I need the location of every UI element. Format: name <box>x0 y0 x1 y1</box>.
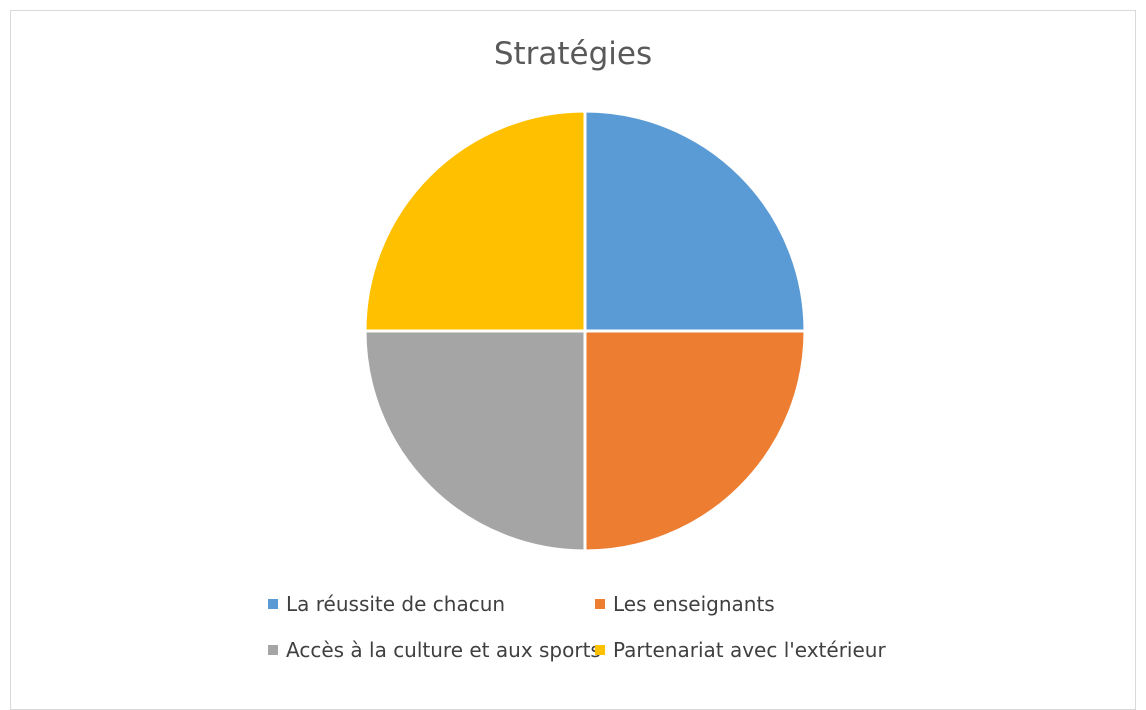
legend-swatch-icon <box>595 599 605 609</box>
legend-label: Partenariat avec l'extérieur <box>613 638 886 662</box>
pie-chart <box>363 109 807 553</box>
legend-item-la-reussite-de-chacun: La réussite de chacun <box>268 592 505 616</box>
legend-item-partenariat-exterieur: Partenariat avec l'extérieur <box>595 638 886 662</box>
legend-label: Accès à la culture et aux sports <box>286 638 601 662</box>
legend-swatch-icon <box>595 645 605 655</box>
pie-slice-2 <box>363 329 587 553</box>
legend-label: La réussite de chacun <box>286 592 506 616</box>
legend-item-les-enseignants: Les enseignants <box>595 592 775 616</box>
chart-title: Stratégies <box>493 36 653 72</box>
pie-slice-0 <box>583 109 807 333</box>
pie-slice-3 <box>363 109 587 333</box>
legend-swatch-icon <box>268 645 278 655</box>
pie-slice-1 <box>583 329 807 553</box>
legend-swatch-icon <box>268 599 278 609</box>
legend-item-acces-culture-sports: Accès à la culture et aux sports <box>268 638 601 662</box>
legend-label: Les enseignants <box>613 592 775 616</box>
